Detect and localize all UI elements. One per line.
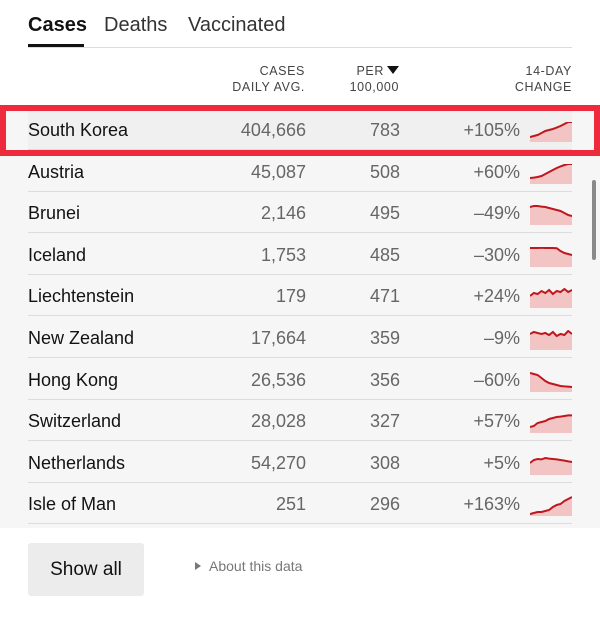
per-100k: 485 bbox=[369, 244, 400, 265]
sparkline-line bbox=[530, 205, 572, 218]
cases-daily-avg: 404,666 bbox=[240, 120, 306, 140]
table-row: New Zealand 17,664 359 –9% bbox=[28, 316, 572, 358]
sparkline-line bbox=[530, 246, 572, 256]
trend-sparkline bbox=[530, 330, 572, 350]
table-row: Isle of Man 251 296 +163% bbox=[28, 482, 572, 525]
sparkline-area bbox=[530, 331, 572, 350]
cases-daily-avg: 17,664 bbox=[250, 328, 306, 348]
sparkline-area bbox=[530, 497, 572, 517]
cases-daily-avg: 179 bbox=[275, 286, 306, 307]
sparkline-line bbox=[530, 414, 572, 429]
country-name: Iceland bbox=[28, 244, 87, 265]
table-row: Austria 45,087 508 +60% bbox=[28, 150, 572, 192]
country-name: South Korea bbox=[28, 120, 129, 140]
sparkline-line bbox=[530, 122, 572, 138]
scrollbar[interactable] bbox=[592, 180, 596, 260]
header-cases-daily-avg[interactable]: CASES DAILY AVG. bbox=[232, 64, 305, 94]
sparkline-line bbox=[530, 456, 572, 464]
country-name: Netherlands bbox=[28, 452, 126, 473]
sparkline-area bbox=[530, 289, 572, 309]
per-100k: 508 bbox=[369, 161, 400, 182]
sparkline-area bbox=[530, 163, 572, 184]
header-14-day-change[interactable]: 14-DAY CHANGE bbox=[514, 64, 572, 94]
trend-sparkline bbox=[530, 371, 572, 392]
cases-daily-avg: 1,753 bbox=[260, 244, 306, 265]
sparkline-line bbox=[530, 288, 572, 298]
table-row: South Korea 404,666 783 +105% bbox=[28, 108, 572, 150]
sparkline-area bbox=[530, 415, 572, 434]
change-14-day: +5% bbox=[483, 452, 520, 473]
country-name: Liechtenstein bbox=[28, 286, 135, 307]
per-100k: 359 bbox=[369, 328, 400, 348]
per-100k: 495 bbox=[369, 203, 400, 224]
metric-tabs: Cases Deaths Vaccinated bbox=[28, 0, 572, 48]
cases-daily-avg: 28,028 bbox=[250, 411, 306, 432]
table-row: Switzerland 28,028 327 +57% bbox=[28, 399, 572, 442]
country-name: Isle of Man bbox=[28, 494, 117, 515]
per-100k: 327 bbox=[369, 411, 400, 432]
trend-sparkline bbox=[530, 246, 572, 267]
change-14-day: +60% bbox=[473, 161, 520, 182]
per-100k: 296 bbox=[369, 494, 400, 515]
table-row: Netherlands 54,270 308 +5% bbox=[28, 441, 572, 483]
table-row: Brunei 2,146 495 –49% bbox=[28, 191, 572, 234]
trend-sparkline bbox=[530, 122, 572, 142]
tab-deaths[interactable]: Deaths bbox=[104, 14, 168, 36]
sparkline-line bbox=[530, 163, 572, 179]
country-table: South Korea 404,666 783 +105% Austria 45,087 5… bbox=[0, 108, 600, 528]
country-name: Austria bbox=[28, 161, 85, 182]
tab-cases[interactable]: Cases bbox=[28, 14, 87, 36]
sparkline-area bbox=[530, 122, 572, 142]
table-row: Hong Kong 26,536 356 –60% bbox=[28, 358, 572, 400]
change-14-day: –49% bbox=[473, 203, 520, 224]
show-all-button[interactable]: Show all bbox=[28, 543, 144, 596]
per-100k: 308 bbox=[369, 452, 400, 473]
sparkline-line bbox=[530, 330, 572, 338]
trend-sparkline bbox=[530, 163, 572, 184]
per-100k: 471 bbox=[369, 286, 400, 307]
sort-descending-icon bbox=[387, 66, 399, 74]
change-14-day: +57% bbox=[473, 411, 520, 432]
change-14-day: +163% bbox=[463, 494, 520, 515]
trend-sparkline bbox=[530, 456, 572, 475]
change-14-day: +105% bbox=[463, 120, 520, 140]
sparkline-area bbox=[530, 206, 572, 226]
change-14-day: –9% bbox=[483, 328, 520, 348]
change-14-day: +24% bbox=[473, 286, 520, 307]
sparkline-area bbox=[530, 247, 572, 267]
about-this-data-link[interactable]: About this data bbox=[195, 558, 302, 574]
tab-vaccinated[interactable]: Vaccinated bbox=[188, 14, 286, 36]
trend-sparkline bbox=[530, 414, 572, 434]
expand-triangle-icon bbox=[195, 562, 201, 570]
country-name: Hong Kong bbox=[28, 369, 119, 390]
cases-daily-avg: 251 bbox=[275, 494, 306, 515]
cases-daily-avg: 2,146 bbox=[260, 203, 306, 224]
active-tab-indicator bbox=[28, 44, 84, 47]
sparkline-line bbox=[530, 496, 572, 516]
per-100k: 356 bbox=[369, 369, 400, 390]
table-row: Liechtenstein 179 471 +24% bbox=[28, 274, 572, 317]
trend-sparkline bbox=[530, 288, 572, 309]
country-name: Brunei bbox=[28, 203, 81, 224]
country-name: Switzerland bbox=[28, 411, 122, 432]
cases-daily-avg: 45,087 bbox=[250, 161, 306, 182]
table-row: Iceland 1,753 485 –30% bbox=[28, 233, 572, 275]
country-name: New Zealand bbox=[28, 328, 135, 348]
per-100k: 783 bbox=[369, 120, 400, 140]
change-14-day: –60% bbox=[473, 369, 520, 390]
cases-daily-avg: 54,270 bbox=[250, 452, 306, 473]
trend-sparkline bbox=[530, 496, 572, 517]
cases-daily-avg: 26,536 bbox=[250, 369, 306, 390]
sparkline-line bbox=[530, 371, 572, 388]
header-per-100k[interactable]: PER 100,000 bbox=[349, 64, 399, 94]
change-14-day: –30% bbox=[473, 244, 520, 265]
sparkline-area bbox=[530, 457, 572, 475]
trend-sparkline bbox=[530, 205, 572, 226]
